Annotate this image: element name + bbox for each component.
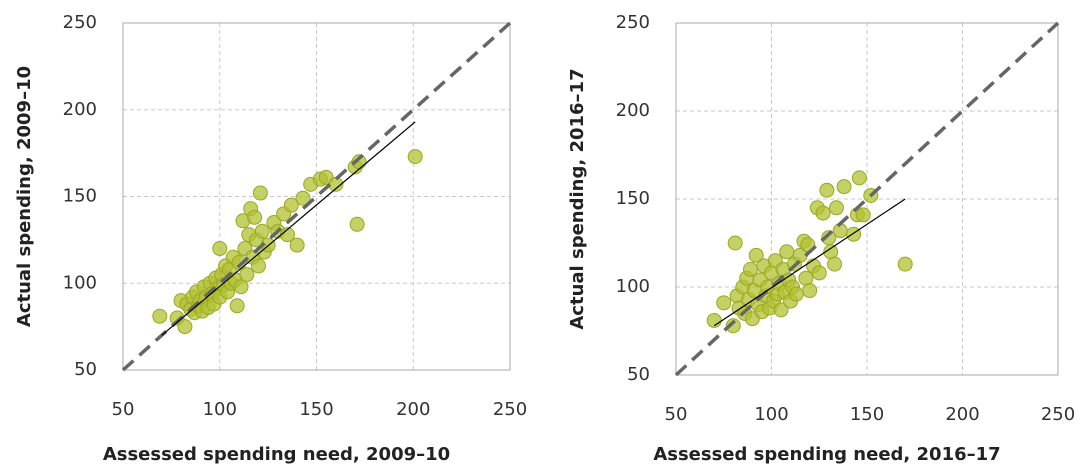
point (788, 286, 804, 302)
point (828, 200, 844, 216)
point (233, 279, 249, 295)
y-tick-label: 50 (627, 364, 650, 385)
x-tick-label: 100 (754, 404, 788, 425)
plot-frame (675, 22, 1059, 376)
y-tick-label: 150 (63, 186, 97, 207)
point (815, 205, 831, 221)
x-tick-label: 250 (1041, 404, 1075, 425)
y-tick-label: 100 (63, 272, 97, 293)
y-tick-label: 150 (616, 188, 650, 209)
point (254, 223, 270, 239)
point (716, 295, 732, 311)
trend-line (161, 121, 416, 336)
y-tick-label: 50 (74, 359, 97, 380)
y-tick-label: 200 (63, 99, 97, 120)
point (851, 170, 867, 186)
point (152, 308, 168, 324)
point (212, 241, 228, 257)
point (773, 302, 789, 318)
point (349, 216, 365, 232)
point (802, 283, 818, 299)
y-tick-label: 250 (63, 12, 97, 33)
y-tick-label: 100 (616, 276, 650, 297)
x-tick-label: 250 (493, 399, 527, 420)
point (229, 298, 245, 314)
point (407, 149, 423, 165)
point (252, 185, 268, 201)
point (289, 237, 305, 253)
point (855, 207, 871, 223)
point (250, 258, 266, 274)
x-tick-label: 200 (396, 399, 430, 420)
point (836, 179, 852, 195)
x-tick-label: 50 (665, 404, 688, 425)
plot-frame (122, 22, 511, 371)
point (239, 267, 255, 283)
point (295, 190, 311, 206)
point (897, 256, 913, 272)
x-tick-label: 150 (299, 399, 333, 420)
point (811, 265, 827, 281)
y-tick-label: 200 (616, 100, 650, 121)
x-axis-title: Assessed spending need, 2009–10 (103, 444, 450, 465)
point (725, 318, 741, 334)
x-tick-label: 100 (203, 399, 237, 420)
point (727, 235, 743, 251)
point (779, 244, 795, 260)
y-axis-title: Actual spending, 2016–17 (567, 68, 588, 329)
trend-line (713, 198, 906, 327)
x-tick-label: 50 (112, 399, 135, 420)
point (177, 319, 193, 335)
point (748, 247, 764, 263)
point (827, 256, 843, 272)
y-tick-label: 250 (616, 12, 650, 33)
point (283, 197, 299, 213)
x-tick-label: 200 (945, 404, 979, 425)
y-axis-title: Actual spending, 2009–10 (14, 66, 35, 327)
point (819, 182, 835, 198)
point (247, 209, 263, 225)
x-tick-label: 150 (850, 404, 884, 425)
x-axis-title: Assessed spending need, 2016–17 (653, 444, 1000, 465)
